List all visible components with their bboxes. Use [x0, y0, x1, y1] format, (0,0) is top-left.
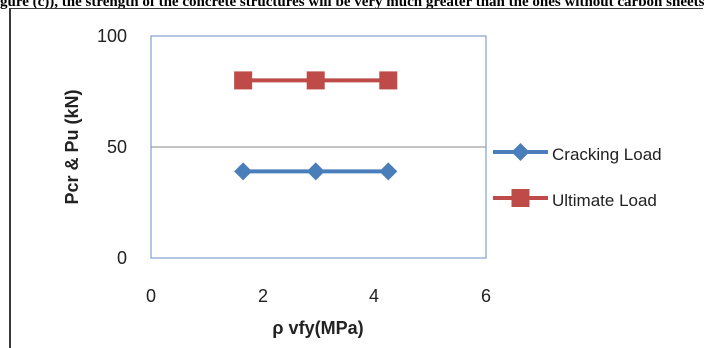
- legend: [493, 143, 548, 207]
- data-point: [306, 71, 325, 90]
- legend-marker: [511, 189, 530, 207]
- y-tick-label: 0: [117, 248, 127, 268]
- y-tick-label: 100: [97, 26, 127, 46]
- legend-marker: [511, 143, 530, 161]
- figure-caption-fragment: gure (c)), the strength of the concrete …: [0, 0, 704, 10]
- legend-label-ultimate-load: Ultimate Load: [552, 191, 657, 210]
- x-tick-label: 4: [369, 286, 379, 306]
- data-point: [379, 71, 398, 90]
- data-point: [306, 162, 325, 181]
- data-point: [234, 71, 253, 90]
- plot-area: [150, 35, 487, 259]
- x-tick-label: 6: [481, 286, 491, 306]
- x-tick-label: 0: [146, 286, 156, 306]
- x-tick-label: 2: [258, 286, 268, 306]
- chart-frame: [9, 8, 703, 348]
- data-point: [234, 162, 253, 181]
- data-point: [379, 162, 398, 181]
- chart-svg: 0 50 100 0 2 4 6 ρ vfy(MPa) Pcr & Pu (kN…: [62, 26, 662, 338]
- y-tick-label: 50: [107, 137, 127, 157]
- legend-label-cracking-load: Cracking Load: [552, 145, 662, 164]
- y-axis-label: Pcr & Pu (kN): [62, 89, 82, 204]
- x-axis-label: ρ vfy(MPa): [272, 318, 363, 338]
- chart-marks: [234, 71, 398, 181]
